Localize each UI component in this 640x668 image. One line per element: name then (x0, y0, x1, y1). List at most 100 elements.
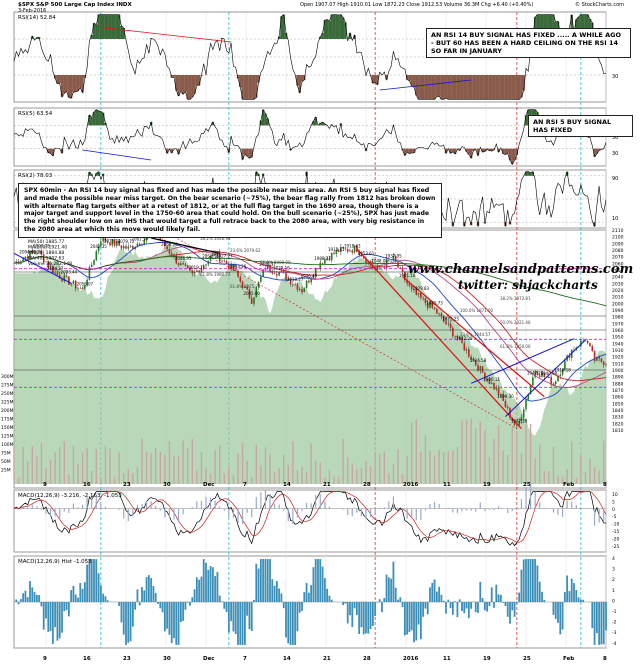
candle-body (605, 364, 607, 365)
volume-bar (54, 452, 56, 484)
volume-bar (182, 440, 184, 484)
macd1-hist-bar (447, 507, 449, 509)
macd2-hist-bar (358, 602, 361, 635)
macd1-hist-bar (155, 505, 157, 509)
main-analysis-text: SPX 60min - An RSI 14 buy signal has fix… (24, 187, 436, 233)
volume-bar (365, 461, 367, 484)
candle-body (303, 288, 306, 293)
price-axis-tick: 1830 (612, 415, 624, 421)
macd2-hist-bar (38, 595, 41, 602)
volume-bar (484, 430, 486, 484)
price-axis-tick: 1910 (612, 361, 624, 367)
watermark-site: www.channelsandpatterns.com (408, 262, 634, 277)
macd2-hist-bar (282, 602, 285, 609)
macd2-hist-bar (458, 599, 461, 602)
candle-body (502, 393, 504, 401)
volume-bar (315, 460, 317, 484)
macd1-hist-bar (301, 508, 303, 512)
x-tick-label-bottom: 21 (323, 656, 331, 662)
macd1-hist-bar (27, 507, 29, 509)
candle-body (120, 245, 123, 249)
price-swing-label: 1953.61 (358, 251, 375, 256)
price-legend-entry: Volume 36,282,148 (28, 261, 72, 267)
macd2-hist-bar (488, 602, 491, 606)
candle-body (468, 349, 470, 357)
price-axis-tick: 1820 (612, 421, 624, 427)
macd2-hist-bar (387, 577, 390, 602)
macd2-hist-bar (289, 602, 292, 645)
price-swing-label: 2054.56 (202, 254, 219, 259)
candle-body (95, 251, 98, 261)
macd1-hist-bar (296, 508, 299, 518)
candle-body (52, 266, 54, 274)
volume-bar (305, 471, 308, 484)
volume-bar (132, 473, 134, 484)
macd2-hist-bar (600, 602, 603, 645)
volume-bar (593, 467, 596, 484)
macd2-hist-bar (529, 559, 532, 602)
volume-bar (269, 454, 271, 484)
macd2-hist-bar (296, 602, 299, 632)
price-axis-tick: 2060 (612, 261, 624, 267)
macd2-hist-bar (141, 587, 143, 602)
candle-body (433, 307, 436, 309)
macd1-hist-bar (159, 508, 161, 511)
candle-body (472, 359, 475, 361)
price-swing-label: 1812.29 (456, 336, 473, 341)
price-swing-label: 2079.72 (118, 239, 135, 244)
macd2-hist-bar (61, 602, 63, 633)
candle-body (415, 289, 418, 295)
rsi14-axis-tick: 30 (612, 74, 618, 80)
candle-body (164, 240, 166, 247)
price-axis-tick: 2040 (612, 275, 624, 281)
candle-body (287, 278, 290, 280)
candle-body (600, 358, 603, 362)
rsi2-axis-tick: 10 (612, 216, 618, 222)
candle-body (305, 280, 308, 289)
macd2-hist-bar (566, 575, 569, 602)
candle-body (159, 236, 162, 241)
candle-body (429, 302, 431, 308)
candle-body (321, 262, 324, 264)
x-tick-label-bottom: 25 (523, 656, 531, 662)
macd2-hist-bar (152, 586, 155, 602)
candle-body (177, 263, 180, 266)
macd2-hist-bar (253, 599, 255, 602)
macd1-hist-bar (305, 502, 308, 509)
macd2-hist-bar (344, 602, 347, 604)
macd2-hist-bar (95, 559, 98, 602)
macd1-hist-bar (49, 508, 52, 518)
candle-body (54, 272, 56, 274)
candle-body (449, 323, 452, 328)
candle-body (198, 270, 200, 273)
candle-body (65, 275, 68, 277)
macd2-axis-tick: -4 (612, 641, 617, 647)
price-swing-label: 2094.43 (19, 250, 36, 255)
volume-bar (433, 455, 436, 484)
candle-body (294, 284, 296, 285)
candle-body (543, 373, 546, 378)
candle-body (186, 265, 189, 268)
macd1-hist-bar (191, 507, 193, 509)
macd2-hist-bar (136, 589, 139, 602)
volume-bar (72, 445, 75, 484)
macd2-hist-bar (205, 562, 207, 602)
macd1-hist-bar (571, 501, 573, 509)
candle-body (31, 250, 34, 252)
volume-bar (251, 477, 253, 484)
macd2-hist-bar (408, 602, 411, 633)
macd1-hist-bar (104, 506, 107, 509)
candle-body (497, 387, 500, 395)
macd2-hist-bar (490, 587, 493, 602)
candle-body (301, 289, 303, 293)
rsi14-label: RSI(14) 52.84 (18, 15, 56, 21)
candle-body (376, 265, 379, 270)
volume-bar (22, 447, 24, 484)
macd2-hist-bar (362, 602, 365, 635)
candle-body (173, 255, 175, 257)
macd2-hist-bar (88, 559, 91, 602)
ma200-line (13, 256, 607, 307)
price-swing-label: 1901.10 (399, 273, 416, 278)
macd2-hist-bar (429, 587, 431, 602)
